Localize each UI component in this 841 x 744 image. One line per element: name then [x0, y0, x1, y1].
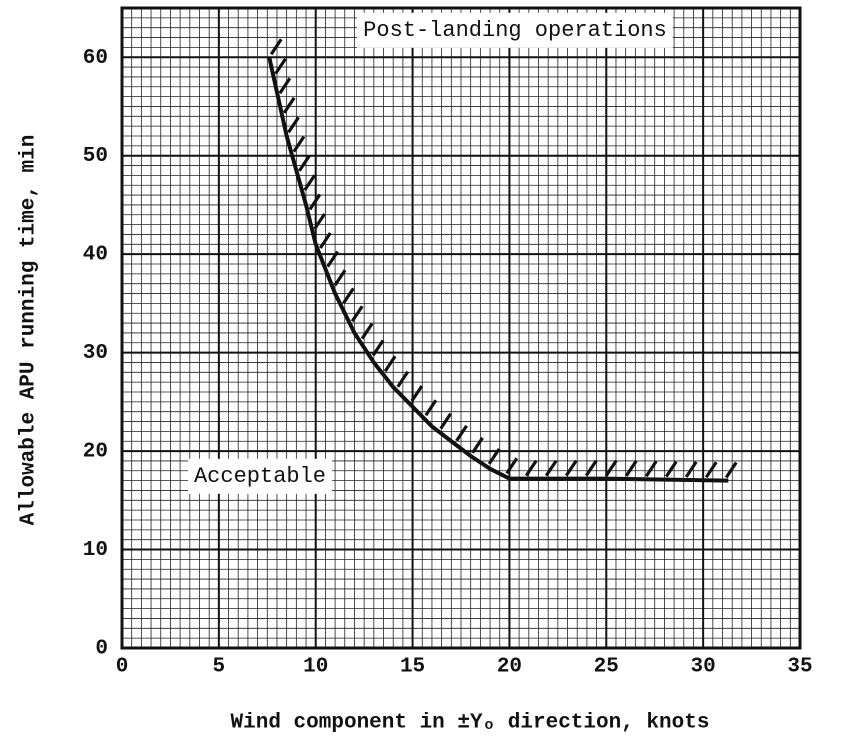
hatch [524, 459, 538, 477]
x-tick-label: 5 [213, 656, 226, 679]
annotation-text: Acceptable [194, 464, 326, 489]
y-axis-title: Allowable APU running time, min [18, 135, 41, 526]
hatch [544, 459, 558, 477]
hatch [269, 38, 283, 56]
hatch [424, 399, 438, 417]
y-tick-label: 10 [83, 539, 108, 562]
x-tick-label: 35 [787, 656, 812, 679]
y-tick-label: 0 [95, 638, 108, 661]
hatch [724, 461, 738, 479]
hatch [455, 424, 468, 442]
annotation: Acceptable [187, 458, 333, 494]
minor-grid [121, 7, 801, 649]
x-axis-title: Wind component in ±Yₒ direction, knots [231, 712, 710, 735]
y-tick-label: 40 [83, 244, 108, 267]
hatch [360, 322, 374, 340]
x-tick-label: 30 [691, 656, 716, 679]
plot-frame [120, 6, 802, 650]
hatch [584, 459, 598, 477]
hatch [308, 193, 322, 211]
hatch [604, 459, 618, 477]
x-tick-label: 15 [400, 656, 425, 679]
hatch [292, 135, 306, 153]
hatch [396, 370, 410, 388]
hatch [326, 250, 339, 268]
hatch [371, 339, 385, 357]
x-tick-label: 20 [497, 656, 522, 679]
hatch [297, 154, 311, 172]
hatch [383, 355, 397, 373]
x-tick-label: 10 [303, 656, 328, 679]
hatch [644, 460, 658, 478]
hatch [684, 461, 698, 478]
hatch [505, 457, 519, 475]
hatch [439, 412, 453, 430]
hatch [487, 448, 501, 465]
hatch [313, 212, 326, 230]
hatch [350, 305, 364, 323]
hatch [303, 174, 317, 191]
hatch [564, 459, 578, 477]
major-grid [120, 6, 802, 650]
hatch [410, 385, 424, 402]
boundary-line [267, 56, 729, 483]
annotation-box [187, 458, 333, 494]
hatch [664, 460, 678, 478]
hatch [333, 269, 347, 287]
plot [267, 38, 738, 483]
y-tick-label: 30 [83, 342, 108, 365]
annotation-text: Post-landing operations [363, 18, 667, 43]
hatch [471, 436, 484, 454]
x-tick-label: 25 [594, 656, 619, 679]
annotation-box [357, 12, 673, 48]
hatch [282, 96, 296, 114]
y-tick-label: 60 [83, 47, 108, 70]
y-tick-label: 50 [83, 145, 108, 168]
hatch [274, 57, 287, 75]
x-tick-label: 0 [116, 656, 129, 679]
hatch [624, 460, 638, 477]
hatch [704, 461, 718, 479]
hatch [342, 287, 355, 305]
hatch [278, 77, 292, 95]
y-tick-label: 20 [83, 441, 108, 464]
hatch [319, 232, 332, 249]
annotation: Post-landing operations [357, 12, 673, 48]
hatch [287, 116, 300, 134]
